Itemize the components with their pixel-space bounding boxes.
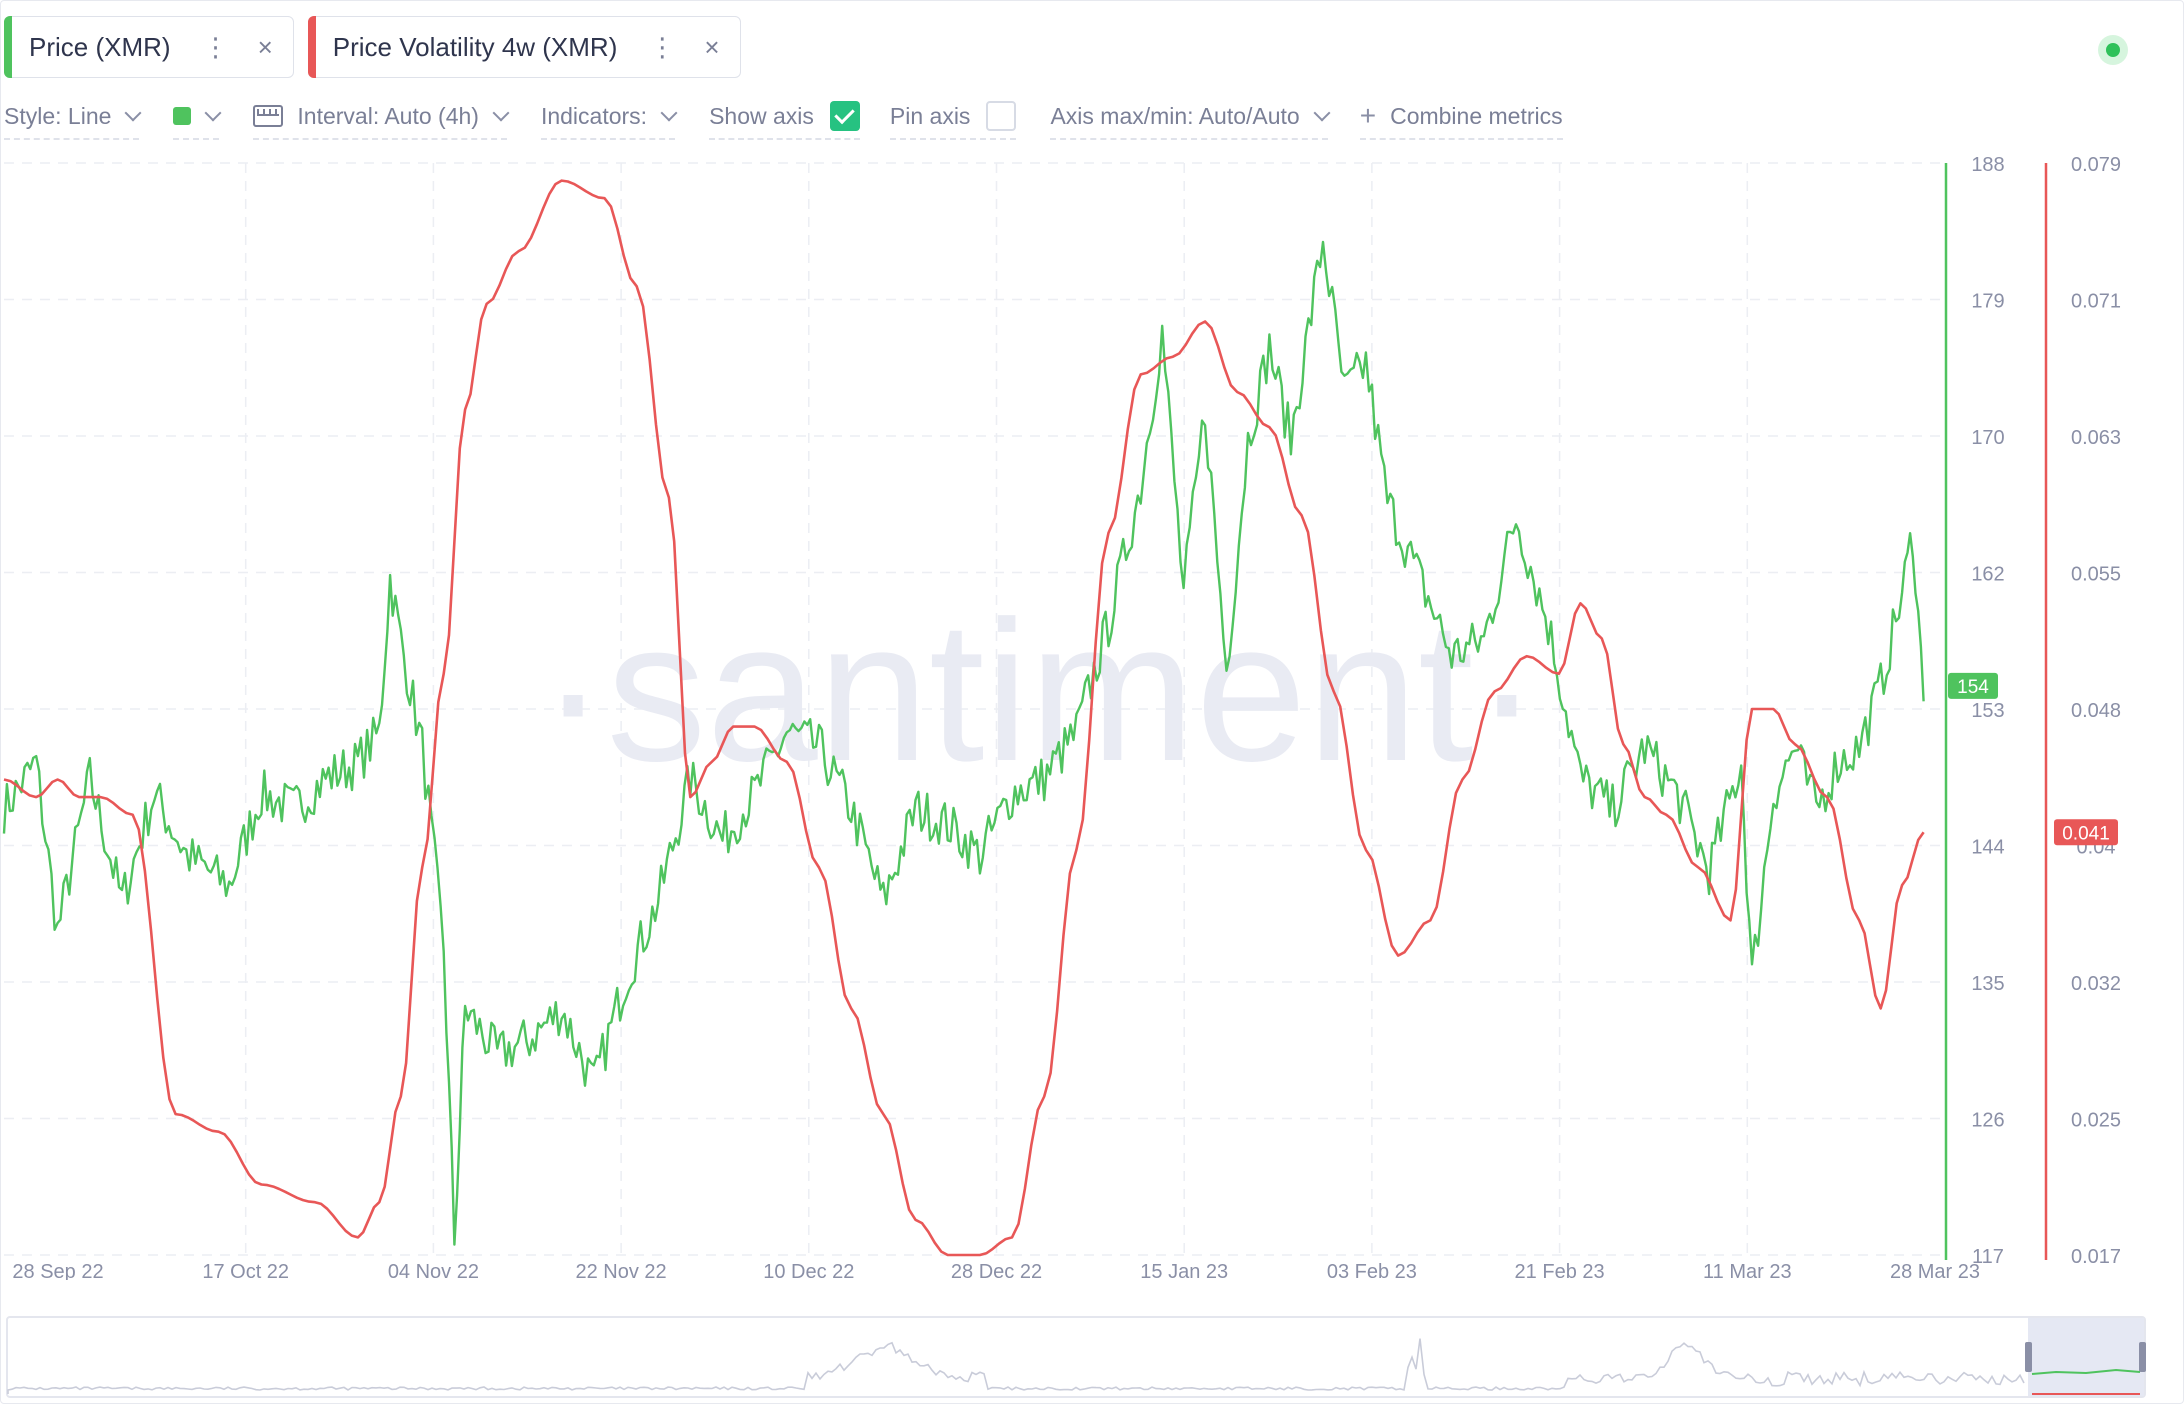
- pin-axis-label: Pin axis: [889, 102, 971, 129]
- metric-tab-label: Price Volatility 4w (XMR): [332, 31, 618, 62]
- close-icon[interactable]: ×: [257, 31, 273, 62]
- combine-metrics-label: Combine metrics: [1390, 102, 1563, 129]
- y-tick-label-left: 126: [1971, 1110, 2004, 1132]
- more-options-icon[interactable]: ⋮: [202, 31, 229, 62]
- chart-navigator[interactable]: [6, 1316, 2146, 1398]
- metric-tab-price[interactable]: Price (XMR) ⋮ ×: [4, 16, 294, 78]
- chart-lines: [2, 179, 1925, 1257]
- x-tick-label: 10 Dec 22: [763, 1261, 854, 1280]
- y-tick-label-left: 135: [1971, 973, 2004, 995]
- indicators-label: Indicators:: [540, 102, 648, 129]
- price-series-line: [2, 240, 1925, 1246]
- y-tick-label-right: 0.055: [2071, 564, 2121, 586]
- y-tick-label-left: 117: [1972, 1246, 2004, 1268]
- style-dropdown[interactable]: Style: Line: [4, 96, 142, 140]
- volatility-last-value-badge: [2054, 819, 2118, 846]
- y-tick-label-right: 0.017: [2071, 1246, 2121, 1268]
- price-last-value-badge: [1948, 672, 1998, 699]
- navigator-price-line: [2031, 1368, 2141, 1375]
- y-tick-label-right: 0.079: [2071, 154, 2121, 176]
- x-tick-label: 17 Oct 22: [202, 1261, 289, 1280]
- pin-axis-toggle[interactable]: Pin axis: [889, 96, 1017, 140]
- navigator-history-line: [7, 1338, 2025, 1394]
- x-tick-label: 21 Feb 23: [1515, 1261, 1605, 1280]
- volatility-series-line: [3, 179, 1925, 1257]
- y-tick-label-left: 162: [1971, 564, 2004, 586]
- navigator-right-handle: [2139, 1342, 2146, 1372]
- chart-grid: [4, 162, 1945, 1256]
- axis-maxmin-label: Axis max/min: Auto/Auto: [1050, 102, 1300, 129]
- plus-icon: +: [1359, 100, 1377, 131]
- chart-toolbar: Style: Line Interval: Auto (4h) Indicato…: [4, 96, 1563, 140]
- combine-metrics-button[interactable]: + Combine metrics: [1359, 96, 1563, 140]
- y-tick-label-left: 153: [1971, 700, 2004, 722]
- calendar-icon: [253, 105, 284, 127]
- metric-tab-volatility[interactable]: Price Volatility 4w (XMR) ⋮ ×: [307, 16, 741, 78]
- x-tick-label: 28 Mar 23: [1890, 1261, 1980, 1280]
- axis-maxmin-dropdown[interactable]: Axis max/min: Auto/Auto: [1050, 96, 1331, 140]
- y-tick-label-left: 170: [1971, 427, 2004, 449]
- x-tick-label: 15 Jan 23: [1140, 1261, 1228, 1280]
- x-tick-label: 22 Nov 22: [576, 1261, 667, 1280]
- x-tick-label: 11 Mar 23: [1703, 1261, 1792, 1280]
- y-tick-label-left: 144: [1971, 837, 2004, 859]
- y-tick-label-right: 0.071: [2071, 291, 2121, 313]
- metric-tab-label: Price (XMR): [29, 31, 171, 62]
- navigator-selection-window: [2028, 1318, 2144, 1396]
- y-tick-label-left: 188: [1971, 154, 2004, 176]
- y-tick-label-right: 0.063: [2071, 427, 2121, 449]
- interval-dropdown[interactable]: Interval: Auto (4h): [253, 96, 510, 140]
- metric-color-bar: [307, 16, 316, 78]
- chevron-down-icon: [124, 104, 142, 122]
- style-label: Style: Line: [4, 102, 112, 129]
- checkbox-checked-icon[interactable]: [829, 101, 860, 131]
- x-tick-label: 28 Dec 22: [951, 1261, 1042, 1280]
- metric-color-bar: [4, 16, 12, 78]
- x-tick-label: 03 Feb 23: [1327, 1261, 1417, 1280]
- last-value-text: 154: [1957, 677, 1989, 698]
- interval-label: Interval: Auto (4h): [297, 102, 479, 129]
- chevron-down-icon: [492, 104, 510, 122]
- navigator-frame: [6, 1316, 2146, 1398]
- x-tick-label: 04 Nov 22: [388, 1261, 479, 1280]
- navigator-left-handle: [2025, 1342, 2032, 1372]
- show-axis-toggle[interactable]: Show axis: [709, 96, 860, 140]
- show-axis-label: Show axis: [709, 102, 814, 129]
- x-tick-label: 28 Sep 22: [12, 1261, 103, 1280]
- metric-tabs: Price (XMR) ⋮ × Price Volatility 4w (XMR…: [4, 16, 741, 78]
- y-tick-label-right: 0.048: [2071, 700, 2121, 722]
- color-swatch-icon: [173, 107, 192, 125]
- chevron-down-icon: [204, 104, 222, 122]
- indicators-dropdown[interactable]: Indicators:: [540, 96, 678, 140]
- chevron-down-icon: [660, 104, 678, 122]
- chevron-down-icon: [1313, 104, 1331, 122]
- live-status-icon: [2098, 35, 2128, 65]
- chart-axes: 188 0.079 179 0.071 170 0.063 162 0.055 153 0.048…: [12, 154, 2121, 1280]
- y-tick-label-right: 0.032: [2071, 973, 2121, 995]
- y-tick-label-left: 179: [1971, 291, 2004, 313]
- y-tick-label-right: 0.025: [2071, 1110, 2121, 1132]
- last-value-badges: 154 0.041: [1948, 672, 2118, 846]
- close-icon[interactable]: ×: [704, 31, 720, 62]
- checkbox-unchecked-icon[interactable]: [986, 101, 1017, 131]
- last-value-text: 0.041: [2062, 823, 2110, 844]
- more-options-icon[interactable]: ⋮: [649, 31, 675, 62]
- color-dropdown[interactable]: [173, 96, 222, 140]
